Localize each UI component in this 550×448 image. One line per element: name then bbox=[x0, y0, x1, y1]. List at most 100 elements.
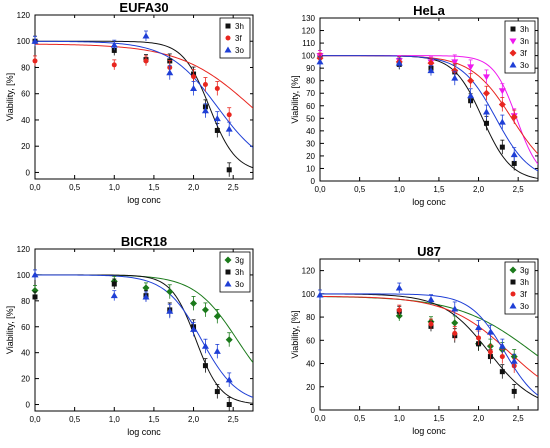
data-point-3f bbox=[427, 59, 435, 67]
plot-frame bbox=[319, 17, 539, 182]
fit-curve-3h bbox=[320, 55, 538, 179]
y-tick-label: 80 bbox=[21, 297, 30, 306]
legend-marker-3o bbox=[224, 280, 232, 287]
x-tick-label: 0,0 bbox=[314, 185, 326, 194]
legend-label-3o: 3o bbox=[520, 61, 529, 70]
data-point-3f bbox=[499, 354, 505, 360]
x-tick-label: 1,5 bbox=[433, 414, 445, 423]
legend: 3h 3f 3o bbox=[219, 17, 251, 59]
data-point-3o bbox=[427, 67, 435, 74]
legend-box bbox=[219, 251, 251, 293]
data-point-3g bbox=[166, 288, 174, 296]
data-point-3o bbox=[166, 307, 174, 314]
legend-marker-3o bbox=[224, 46, 232, 53]
x-tick-label: 2,0 bbox=[188, 183, 200, 192]
y-axis-label: Viability, [%] bbox=[290, 75, 300, 123]
legend-marker-3f bbox=[509, 49, 517, 57]
data-point-3o bbox=[467, 92, 475, 99]
y-tick-label: 40 bbox=[21, 116, 30, 125]
y-tick-label: 100 bbox=[302, 52, 316, 61]
data-point-3o bbox=[475, 324, 483, 331]
legend-label-3f: 3f bbox=[235, 34, 242, 43]
y-tick-label: 100 bbox=[17, 37, 31, 46]
y-tick-label: 120 bbox=[17, 11, 31, 20]
data-point-3o bbox=[142, 32, 150, 39]
y-tick-label: 110 bbox=[302, 39, 315, 48]
y-axis-label: Viability, [%] bbox=[290, 310, 300, 358]
fit-curve-3o bbox=[35, 40, 253, 148]
data-point-3h bbox=[499, 144, 505, 150]
data-point-3o bbox=[498, 342, 506, 349]
data-point-3h bbox=[226, 167, 232, 173]
data-point-3o bbox=[482, 108, 490, 115]
y-tick-label: 20 bbox=[306, 383, 315, 392]
y-tick-label: 20 bbox=[21, 375, 30, 384]
y-tick-label: 120 bbox=[302, 27, 316, 36]
data-point-3h bbox=[32, 294, 38, 300]
legend-label-3h: 3h bbox=[235, 22, 244, 31]
y-tick-label: 40 bbox=[306, 127, 315, 136]
y-tick-label: 20 bbox=[306, 152, 315, 161]
y-tick-label: 10 bbox=[306, 164, 315, 173]
x-tick-label: 0,5 bbox=[354, 414, 366, 423]
x-tick-label: 0,0 bbox=[314, 414, 326, 423]
data-point-3o bbox=[190, 325, 198, 332]
y-tick-label: 120 bbox=[17, 245, 31, 254]
legend-box bbox=[504, 261, 536, 315]
x-tick-label: 2,5 bbox=[513, 414, 525, 423]
panel-hela: 0,0 0,5 1,0 1,5 2,0 2,5 0 10 20 30 40 50 60 70 80 90 100… bbox=[290, 3, 539, 207]
data-point-3g bbox=[225, 336, 233, 344]
data-point-3o bbox=[142, 293, 150, 300]
data-point-3o bbox=[31, 37, 39, 44]
x-tick-label: 1,0 bbox=[109, 415, 121, 424]
legend-marker-3f bbox=[510, 291, 516, 297]
y-axis-label: Viability, [%] bbox=[5, 73, 15, 121]
data-point-3o bbox=[395, 284, 403, 291]
legend-label-3f: 3f bbox=[520, 49, 527, 58]
data-point-3h bbox=[111, 281, 117, 287]
data-point-3o bbox=[510, 151, 518, 158]
data-point-3f bbox=[452, 330, 458, 336]
data-point-3o bbox=[486, 328, 494, 335]
legend-label-3f: 3f bbox=[520, 290, 527, 299]
plot-frame bbox=[34, 14, 254, 180]
chart-title: U87 bbox=[417, 244, 441, 259]
panel-u87: 0,0 0,5 1,0 1,5 2,0 2,5 0 20 40 60 80 100 120 log con… bbox=[290, 244, 539, 436]
data-point-3o bbox=[510, 357, 518, 364]
legend-label-3o: 3o bbox=[235, 280, 244, 289]
y-tick-label: 0 bbox=[311, 177, 316, 186]
legend-label-3h: 3h bbox=[520, 278, 529, 287]
x-tick-label: 1,0 bbox=[394, 414, 406, 423]
chart-title: EUFA30 bbox=[119, 0, 168, 15]
legend-marker-3g bbox=[509, 266, 517, 274]
legend-marker-3o bbox=[509, 302, 517, 309]
x-tick-label: 1,5 bbox=[148, 183, 160, 192]
data-point-3o bbox=[451, 305, 459, 312]
y-axis-label: Viability, [%] bbox=[5, 306, 15, 354]
y-tick-label: 0 bbox=[26, 401, 31, 410]
y-tick-label: 60 bbox=[21, 323, 30, 332]
data-point-3g bbox=[142, 284, 150, 292]
data-point-3g bbox=[201, 306, 209, 314]
data-point-3o bbox=[31, 271, 39, 278]
legend-label-3n: 3n bbox=[520, 37, 529, 46]
data-point-3o bbox=[110, 41, 118, 48]
x-tick-label: 0,0 bbox=[29, 415, 41, 424]
x-tick-label: 2,0 bbox=[473, 414, 485, 423]
data-point-3f bbox=[476, 335, 482, 341]
x-tick-label: 1,0 bbox=[109, 183, 121, 192]
fit-curve-3f bbox=[35, 43, 253, 109]
chart-title: BICR18 bbox=[121, 234, 167, 249]
data-point-3f bbox=[111, 62, 117, 68]
plot-frame bbox=[319, 258, 539, 411]
y-tick-label: 70 bbox=[306, 89, 315, 98]
data-point-3g bbox=[451, 319, 459, 327]
y-tick-label: 120 bbox=[302, 267, 316, 276]
data-point-3o bbox=[427, 296, 435, 303]
legend-box bbox=[219, 17, 251, 59]
data-point-3o bbox=[190, 84, 198, 91]
legend-label-3o: 3o bbox=[520, 302, 529, 311]
legend-marker-3n bbox=[509, 38, 517, 45]
data-point-3f bbox=[451, 67, 459, 75]
